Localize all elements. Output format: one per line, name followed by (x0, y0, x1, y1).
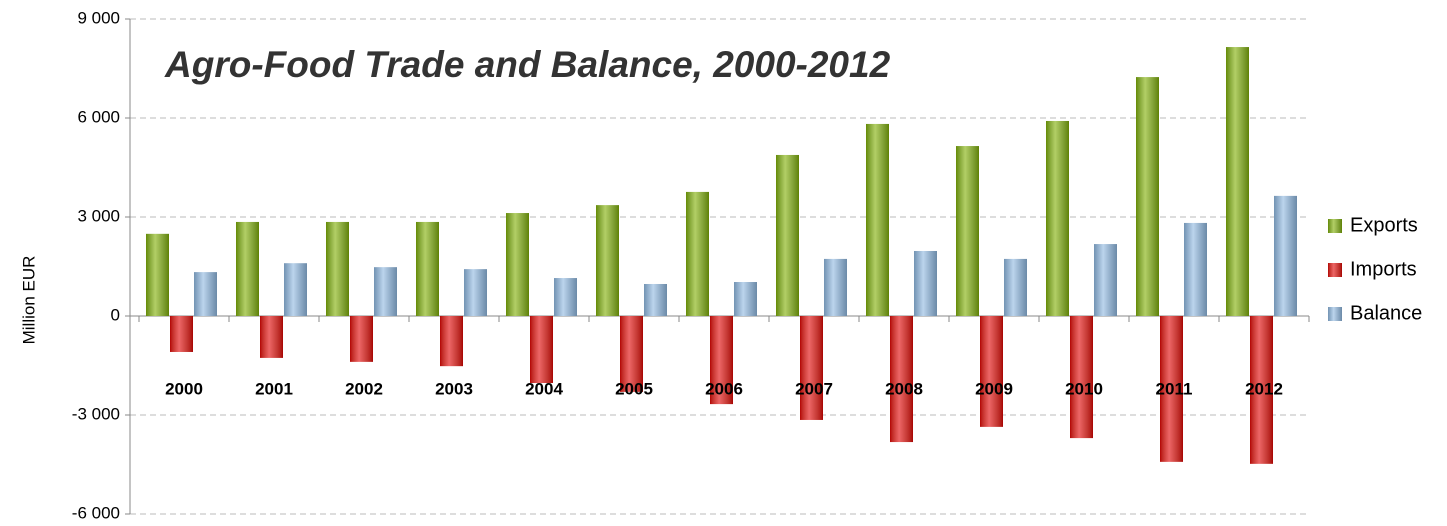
bar (1094, 244, 1117, 316)
x-tick-label: 2007 (795, 379, 833, 398)
y-tick-label: -6 000 (72, 503, 120, 522)
bar (146, 233, 169, 316)
x-tick-label: 2005 (615, 379, 653, 398)
legend-label: Exports (1350, 214, 1418, 236)
bar (596, 205, 619, 316)
legend-swatch (1328, 263, 1342, 277)
x-tick-label: 2012 (1245, 379, 1283, 398)
x-tick-label: 2004 (525, 379, 563, 398)
x-tick-label: 2006 (705, 379, 743, 398)
x-tick-label: 2001 (255, 379, 293, 398)
x-tick-label: 2009 (975, 379, 1013, 398)
bar (1184, 222, 1207, 316)
y-tick-label: 6 000 (77, 107, 120, 126)
legend-swatch (1328, 307, 1342, 321)
bar (326, 221, 349, 316)
bar (956, 146, 979, 316)
bar (686, 191, 709, 316)
bar (1274, 195, 1297, 316)
bar (800, 316, 823, 420)
bar (890, 316, 913, 443)
bar (644, 283, 667, 316)
bar (734, 282, 757, 316)
y-tick-label: 3 000 (77, 206, 120, 225)
bar (530, 316, 553, 383)
x-tick-label: 2003 (435, 379, 473, 398)
bar (1250, 316, 1273, 464)
bar (506, 213, 529, 316)
x-tick-label: 2008 (885, 379, 923, 398)
bar (1160, 316, 1183, 462)
bar (866, 123, 889, 316)
bar (1070, 316, 1093, 439)
bar (710, 316, 733, 405)
legend-label: Balance (1350, 302, 1422, 324)
bar (464, 269, 487, 316)
y-tick-label: -3 000 (72, 404, 120, 423)
bar (350, 316, 373, 362)
bar (1226, 47, 1249, 317)
x-tick-label: 2011 (1156, 379, 1193, 398)
bar (1136, 77, 1159, 316)
bar (620, 316, 643, 392)
bar (236, 221, 259, 316)
legend-swatch (1328, 219, 1342, 233)
bar (440, 316, 463, 367)
bar (416, 221, 439, 316)
bar (776, 154, 799, 316)
bar (1046, 120, 1069, 316)
x-tick-label: 2000 (165, 379, 203, 398)
bar (194, 272, 217, 316)
bar (374, 267, 397, 316)
bar (914, 250, 937, 316)
x-tick-label: 2002 (345, 379, 383, 398)
bar (554, 278, 577, 316)
bar (284, 263, 307, 316)
legend-label: Imports (1350, 258, 1417, 280)
bar (980, 316, 1003, 427)
x-tick-label: 2010 (1065, 379, 1103, 398)
bar (260, 316, 283, 358)
bar (1004, 258, 1027, 316)
bar (170, 316, 193, 352)
y-tick-label: 0 (111, 305, 120, 324)
y-tick-label: 9 000 (77, 8, 120, 27)
chart-title: Agro-Food Trade and Balance, 2000-2012 (164, 44, 891, 85)
y-axis-label: Million EUR (19, 256, 38, 345)
bar (824, 258, 847, 316)
